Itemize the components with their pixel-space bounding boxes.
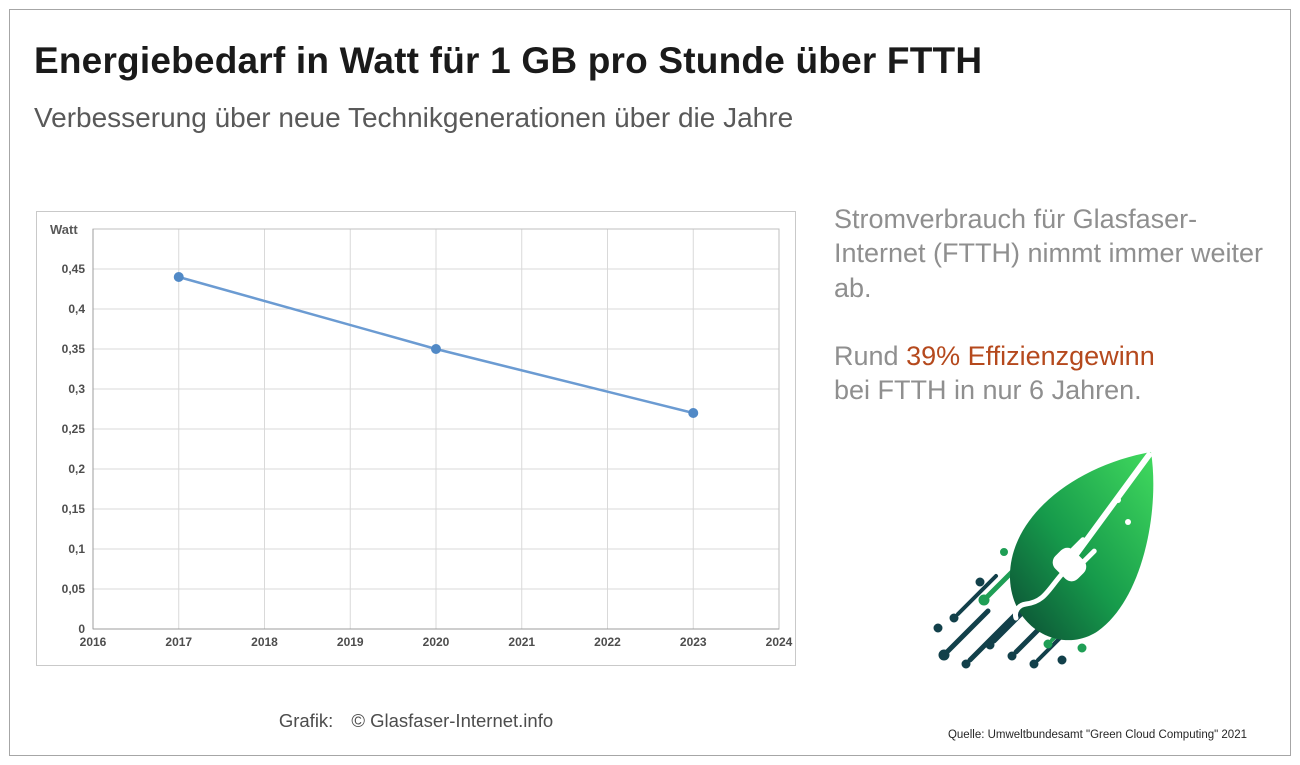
infographic-frame: Energiebedarf in Watt für 1 GB pro Stund… (9, 9, 1291, 756)
svg-text:2021: 2021 (508, 635, 535, 649)
aside-paragraph-trend: Stromverbrauch für Glasfaser-Internet (F… (834, 204, 1264, 303)
efficiency-suffix: bei FTTH in nur 6 Jahren. (834, 375, 1142, 406)
svg-text:2018: 2018 (251, 635, 278, 649)
svg-text:2022: 2022 (594, 635, 621, 649)
svg-text:0,45: 0,45 (62, 262, 86, 276)
svg-text:0,2: 0,2 (68, 462, 85, 476)
y-axis-title: Watt (50, 222, 78, 237)
svg-text:0,25: 0,25 (62, 422, 86, 436)
svg-text:2024: 2024 (766, 635, 793, 649)
line-chart-panel: 0 0,05 0,1 0,15 0,2 0,25 0,3 0,35 0,4 0,45 2016 201… (36, 211, 796, 666)
page-subtitle: Verbesserung über neue Technikgeneration… (34, 102, 794, 133)
leaf-circuit-icon (933, 452, 1154, 669)
credit-line: Grafik: © Glasfaser-Internet.info (36, 710, 796, 732)
svg-text:0,4: 0,4 (68, 302, 85, 316)
svg-text:0,05: 0,05 (62, 582, 86, 596)
svg-text:2019: 2019 (337, 635, 364, 649)
svg-text:0,3: 0,3 (68, 382, 85, 396)
svg-text:0: 0 (78, 622, 85, 636)
svg-text:2016: 2016 (80, 635, 107, 649)
svg-text:0,1: 0,1 (68, 542, 85, 556)
glasfaser-leaf-logo (922, 448, 1162, 672)
aside-paragraph-efficiency: Rund 39% Effizienzgewinn bei FTTH in nur … (834, 339, 1279, 408)
aside-text: Stromverbrauch für Glasfaser-Internet (F… (834, 202, 1279, 407)
ftth-energy-line-chart: 0 0,05 0,1 0,15 0,2 0,25 0,3 0,35 0,4 0,45 2016 201… (62, 228, 793, 649)
svg-text:0,35: 0,35 (62, 342, 86, 356)
efficiency-prefix: Rund (834, 340, 907, 371)
credit-label: Grafik: (278, 710, 334, 731)
credit-value: © Glasfaser-Internet.info (351, 710, 554, 731)
page-title: Energiebedarf in Watt für 1 GB pro Stund… (34, 40, 983, 81)
source-line: Quelle: Umweltbundesamt "Green Cloud Com… (947, 729, 1247, 741)
efficiency-highlight: 39% Effizienzgewinn (906, 340, 1155, 371)
svg-text:2020: 2020 (423, 635, 450, 649)
svg-text:2017: 2017 (165, 635, 192, 649)
svg-text:0,15: 0,15 (62, 502, 86, 516)
svg-text:2023: 2023 (680, 635, 707, 649)
